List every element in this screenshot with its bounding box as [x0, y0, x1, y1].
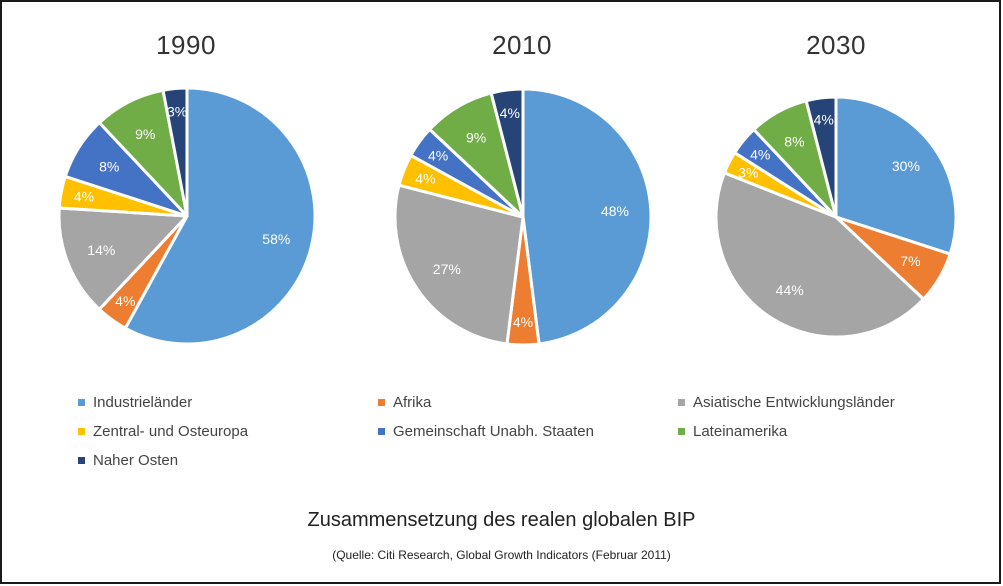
data-label: 8%	[99, 159, 119, 175]
chart-source: (Quelle: Citi Research, Global Growth In…	[332, 548, 671, 562]
data-label: 4%	[814, 111, 834, 127]
legend-label: Zentral- und Osteuropa	[93, 422, 249, 440]
data-label: 4%	[415, 170, 435, 186]
legend-swatch	[378, 398, 385, 406]
data-label: 9%	[466, 130, 486, 146]
legend-swatch	[78, 398, 85, 406]
legend-item-lateinamerika: Lateinamerika	[678, 422, 938, 440]
pie-slice	[161, 86, 189, 218]
legend-item-afrika: Afrika	[378, 393, 678, 411]
data-label: 44%	[776, 282, 804, 298]
data-label: 4%	[500, 105, 520, 121]
legend-item-industrielaender: Industrieländer	[78, 393, 378, 411]
pie-slice	[714, 171, 925, 339]
data-label: 4%	[115, 293, 135, 309]
legend-swatch	[678, 398, 685, 406]
legend-label: Lateinamerika	[693, 422, 788, 440]
data-label: 8%	[784, 133, 804, 149]
pie-slice	[489, 87, 525, 219]
legend: Industrieländer Afrika Asiatische Entwic…	[78, 393, 938, 469]
legend-swatch	[78, 456, 85, 464]
data-label: 3%	[738, 164, 758, 180]
legend-label: Naher Osten	[93, 451, 179, 469]
data-label: 58%	[262, 231, 290, 247]
legend-label: Gemeinschaft Unabh. Staaten	[393, 422, 594, 440]
data-label: 48%	[601, 203, 629, 219]
pie-1990: 58% 4% 14% 4% 8% 9% 3%	[57, 86, 317, 346]
pie-slice	[521, 87, 653, 346]
legend-label: Afrika	[393, 393, 432, 411]
pie-2030: 30% 7% 44% 3% 4% 8% 4%	[714, 95, 958, 339]
chart-title: Zusammensetzung des realen globalen BIP	[307, 509, 696, 531]
data-label: 7%	[900, 253, 920, 269]
pie-title-2030: 2030	[806, 30, 866, 60]
pie-slice	[57, 206, 189, 311]
data-label: 9%	[135, 126, 155, 142]
legend-swatch	[378, 427, 385, 435]
pie-title-2010: 2010	[492, 30, 552, 60]
data-label: 3%	[167, 104, 187, 120]
data-label: 4%	[750, 146, 770, 162]
data-label: 27%	[433, 261, 461, 277]
pie-title-1990: 1990	[156, 30, 216, 60]
pie-slice	[393, 183, 525, 346]
legend-item-naher-osten: Naher Osten	[78, 451, 378, 469]
pie-slice	[123, 86, 317, 346]
legend-item-zentral-osteuropa: Zentral- und Osteuropa	[78, 422, 378, 440]
pie-slice	[804, 95, 838, 219]
pie-slice	[834, 95, 958, 256]
pie-2010: 48% 4% 27% 4% 4% 9% 4%	[393, 87, 653, 347]
data-label: 4%	[428, 147, 448, 163]
legend-swatch	[78, 427, 85, 435]
data-label: 4%	[513, 314, 533, 330]
legend-item-asiatische-entwicklungslaender: Asiatische Entwicklungsländer	[678, 393, 938, 411]
data-label: 30%	[892, 158, 920, 174]
legend-label: Industrieländer	[93, 393, 193, 411]
legend-swatch	[678, 427, 685, 435]
data-label: 14%	[87, 242, 115, 258]
legend-item-gemeinschaft-unabh-staaten: Gemeinschaft Unabh. Staaten	[378, 422, 678, 440]
legend-label: Asiatische Entwicklungsländer	[693, 393, 895, 411]
data-label: 4%	[74, 188, 94, 204]
